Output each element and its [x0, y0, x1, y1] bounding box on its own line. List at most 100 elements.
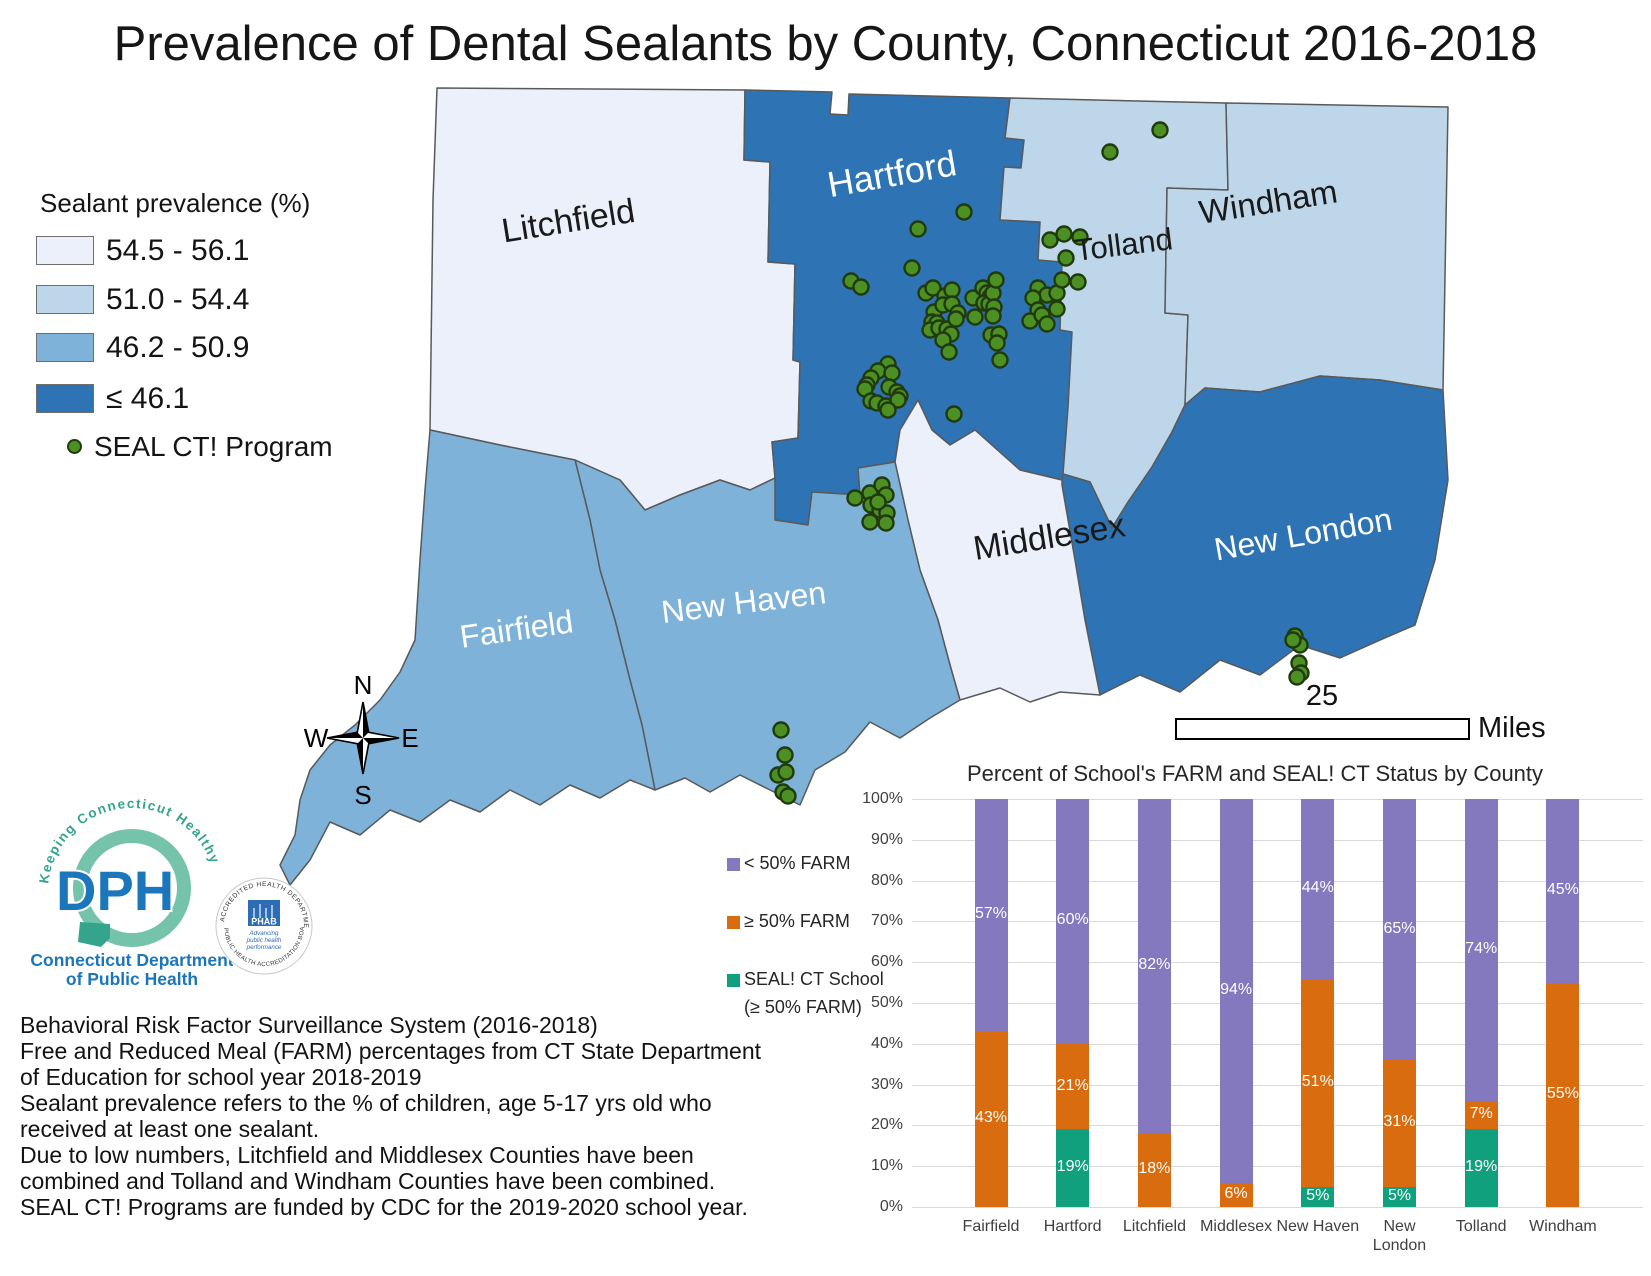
bar-segment-value: 18% — [1138, 1160, 1171, 1178]
x-category-label: New London — [1372, 1218, 1427, 1254]
dph-ct-shape-icon — [78, 922, 110, 947]
bar-segment-value: 19% — [1056, 1158, 1089, 1176]
seal-program-dot-hartford — [987, 271, 1005, 289]
bar-segment-litchfield — [1137, 1133, 1171, 1207]
seal-program-dot-tolland — [1053, 271, 1071, 289]
y-tick-label: 30% — [870, 1075, 903, 1093]
seal-program-dot-hartford_loop — [883, 364, 901, 382]
x-category-label: Fairfield — [962, 1218, 1020, 1235]
bar-segment-value: 19% — [1465, 1158, 1498, 1176]
legend-label-class1: 54.5 - 56.1 — [106, 234, 250, 267]
bar-segment-value: 82% — [1138, 956, 1171, 974]
county-fairfield — [279, 429, 656, 886]
gridline — [912, 1043, 1643, 1045]
seal-program-dot-tolland — [1151, 121, 1169, 139]
legend-label-class2: 51.0 - 54.4 — [106, 283, 250, 316]
y-tick-label: 0% — [879, 1198, 903, 1215]
dph-ring-icon — [73, 829, 191, 947]
x-category-label: Tolland — [1455, 1218, 1507, 1235]
legend-swatch-class2 — [36, 285, 94, 314]
y-tick-label: 90% — [870, 830, 903, 848]
y-tick-label: 60% — [870, 953, 903, 971]
seal-program-dot-hartford_loop — [879, 401, 897, 419]
gridline — [912, 880, 1643, 882]
footnote-line: of Education for school year 2018-2019 — [20, 1064, 422, 1090]
x-category-label: New Haven — [1276, 1218, 1360, 1235]
bar-segment-value: 51% — [1301, 1072, 1334, 1090]
bar-segment-windham — [1546, 982, 1580, 1207]
seal-program-dot-hartford — [991, 351, 1009, 369]
x-category-label: Hartford — [1043, 1218, 1102, 1235]
bar-segment-windham — [1546, 799, 1580, 983]
gridline — [912, 1003, 1643, 1004]
seal-program-dot-hartford — [909, 220, 927, 238]
seal-program-dot-hartford — [955, 203, 973, 221]
bar-segment-value: 21% — [1056, 1076, 1089, 1094]
seal-program-dot-hartford — [1048, 300, 1066, 318]
phab-acronym: PHAB — [251, 917, 277, 927]
bar-segment-value: 74% — [1465, 939, 1498, 957]
gridline — [912, 1207, 1643, 1208]
bar-segment-value: 55% — [1546, 1084, 1579, 1102]
seal-program-dot-new_haven_city — [777, 763, 795, 781]
seal-program-dot-tolland — [1055, 225, 1073, 243]
scalebar-distance: 25 — [1305, 680, 1339, 712]
seal-program-dot-hartford — [947, 310, 965, 328]
seal-program-dot-hartford — [945, 405, 963, 423]
chart-title: Percent of School's FARM and SEAL! CT St… — [966, 761, 1544, 786]
compass-n: N — [354, 670, 373, 700]
seal-program-dot-new_haven_city — [772, 721, 790, 739]
bar-segment-hartford — [1056, 1043, 1090, 1130]
bar-segment-new-london — [1383, 799, 1416, 1061]
county-new-london — [1061, 375, 1449, 696]
bar-segment-value: 5% — [1387, 1186, 1412, 1204]
seal-program-dot-new_london — [1284, 631, 1302, 649]
gridline — [912, 1125, 1643, 1127]
bar-segment-tolland — [1464, 1129, 1498, 1207]
chart-legend-swatch — [727, 858, 740, 871]
legend-swatch-class1 — [36, 236, 94, 265]
seal-program-dot-new_london — [1288, 668, 1306, 686]
dph-acronym: DPH — [56, 859, 174, 922]
bar-segment-value: 5% — [1306, 1186, 1330, 1204]
phab-bars-icon — [253, 904, 273, 918]
seal-program-dot-new_haven_city — [776, 746, 794, 764]
county-shapes — [279, 87, 1449, 886]
footnotes: Behavioral Risk Factor Surveillance Syst… — [20, 1012, 840, 1220]
seal-program-dot-hartford — [903, 259, 921, 277]
bar-segment-tolland — [1464, 1100, 1498, 1130]
seal-program-dot-tolland — [1069, 273, 1087, 291]
bar-segment-hartford — [1056, 799, 1090, 1044]
bar-segment-fairfield — [974, 1031, 1008, 1207]
bar-segment-value: 60% — [1056, 911, 1089, 929]
compass-s: S — [354, 780, 371, 810]
seal-program-dot-hartford — [940, 343, 958, 361]
dph-logo: Keeping Connecticut Healthy DPH Connecti… — [30, 796, 233, 989]
dph-line1: Connecticut Department — [30, 950, 233, 970]
chart-legend-label: (≥ 50% FARM) — [744, 997, 862, 1017]
seal-program-dot-new_haven_east — [877, 514, 895, 532]
compass-rose: N E S W — [304, 670, 419, 810]
gridline — [912, 962, 1643, 964]
gridline — [912, 839, 1643, 841]
footnote-line: Sealant prevalence refers to the % of ch… — [20, 1090, 712, 1116]
seal-program-dot-new_haven_east — [869, 493, 887, 511]
phab-tagline3: performance — [246, 944, 282, 951]
seal-program-dot-tolland — [1057, 249, 1075, 267]
gridline — [912, 1084, 1643, 1086]
legend-swatch-class4 — [36, 384, 94, 413]
bar-segment-value: 57% — [974, 905, 1008, 923]
bar-segment-new-haven — [1301, 1186, 1335, 1207]
gridline — [912, 799, 1643, 800]
x-category-label: Middlesex — [1200, 1218, 1273, 1235]
seal-ct-program-dots — [769, 121, 1310, 805]
seal-program-dot-new_haven_city — [779, 787, 797, 805]
chart-legend-label: SEAL! CT School — [744, 969, 884, 989]
bar-segment-value: 6% — [1224, 1184, 1248, 1202]
footnote-line: SEAL CT! Programs are funded by CDC for … — [20, 1194, 748, 1220]
chart-legend-swatch — [727, 974, 740, 987]
seal-program-dot-tolland — [1071, 228, 1089, 246]
y-tick-label: 10% — [870, 1157, 903, 1175]
